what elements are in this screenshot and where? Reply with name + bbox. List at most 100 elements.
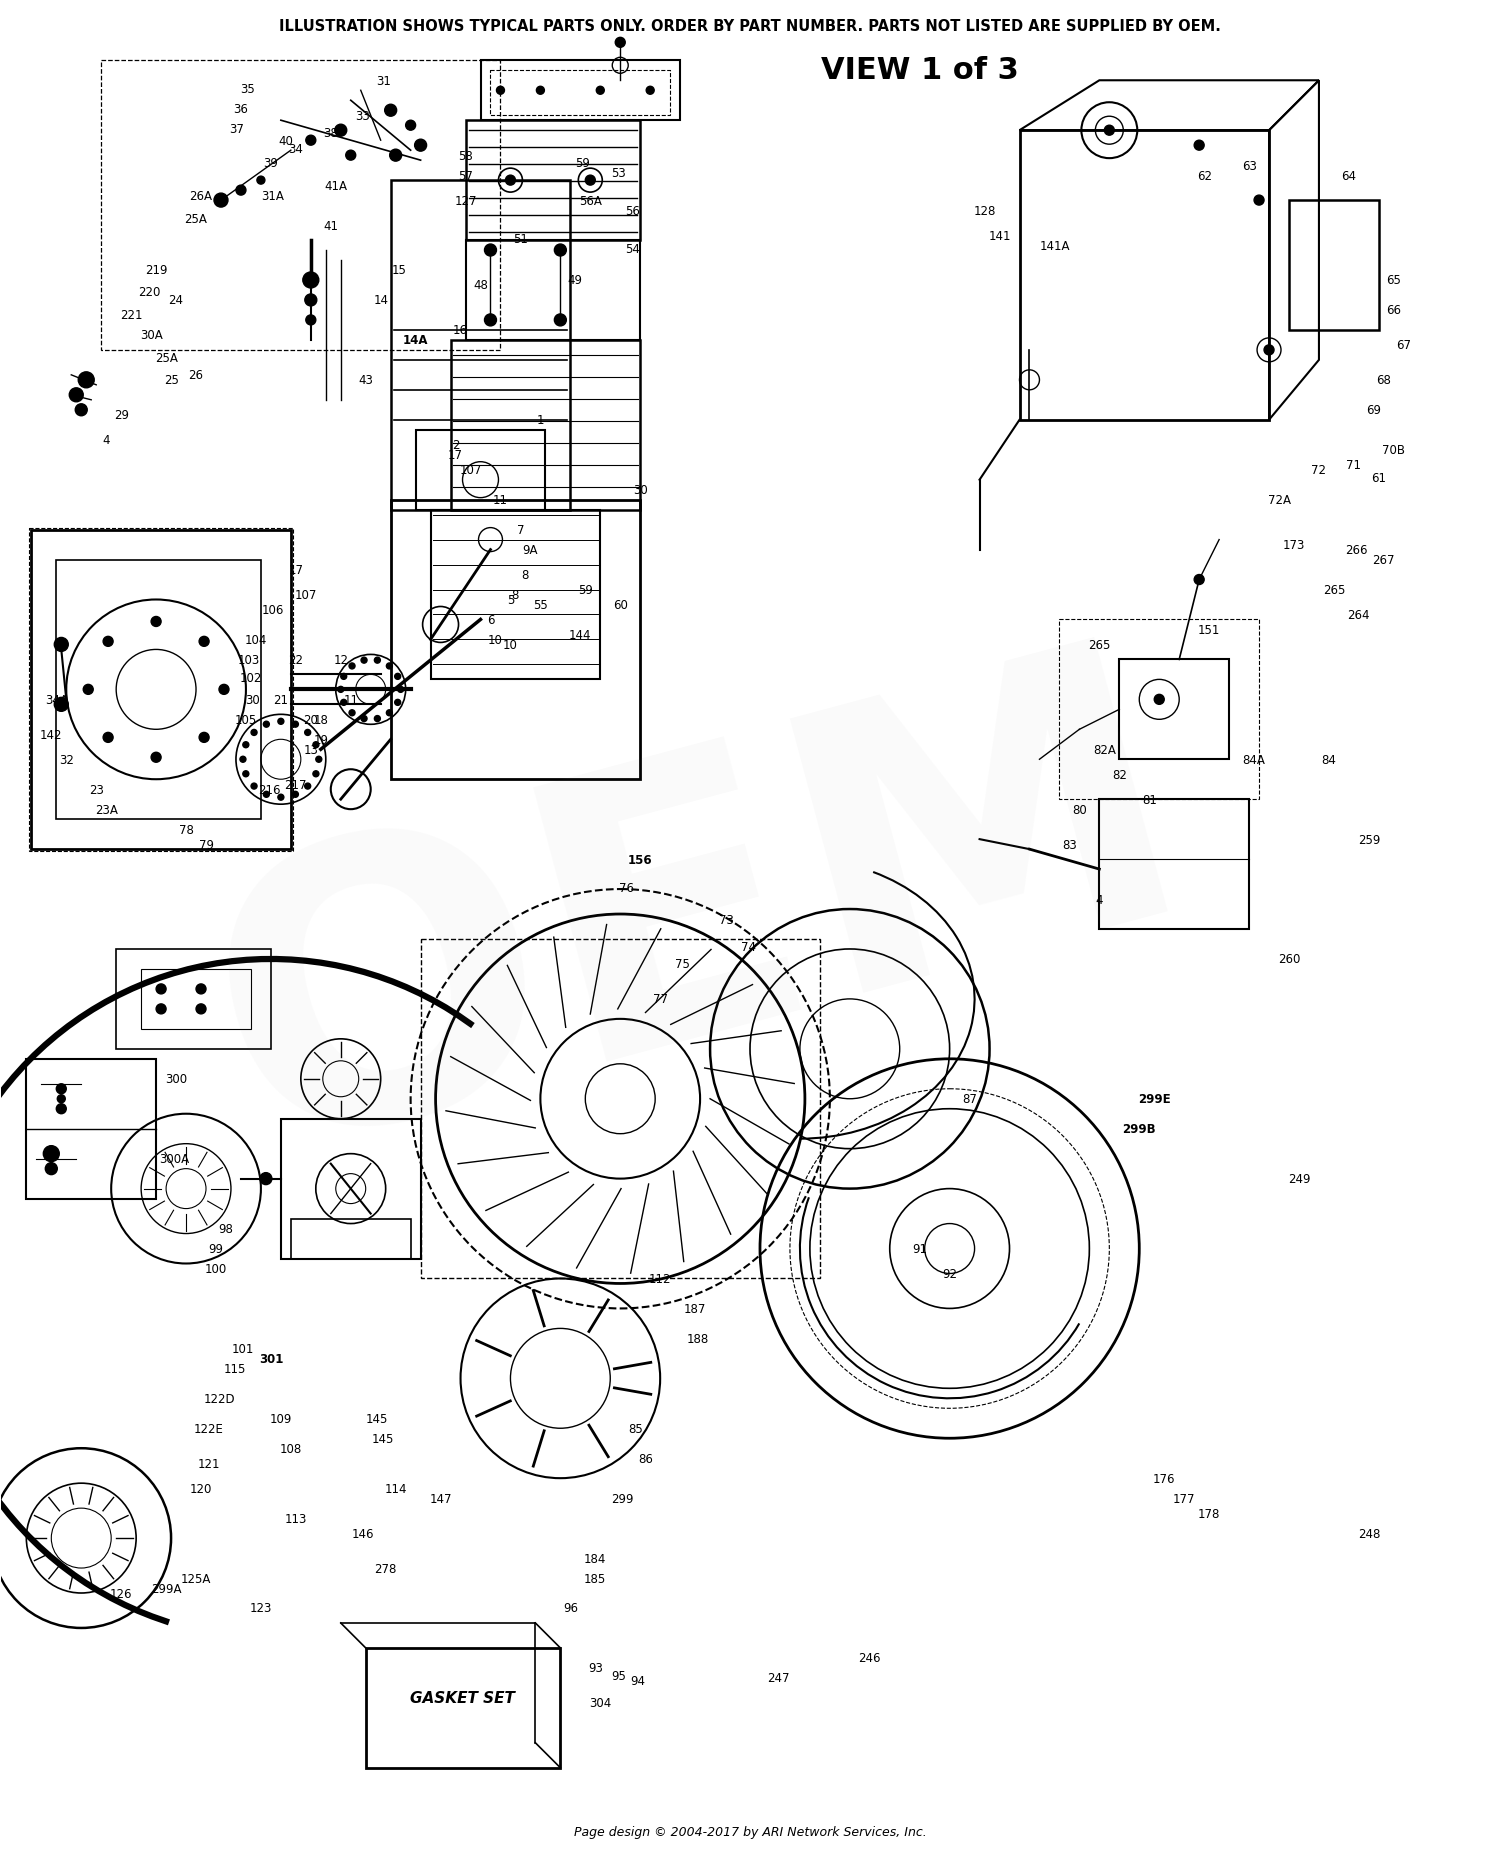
Circle shape xyxy=(156,1005,166,1014)
Text: 176: 176 xyxy=(1154,1473,1176,1486)
Text: 98: 98 xyxy=(219,1222,234,1235)
Circle shape xyxy=(306,316,316,325)
Text: 84A: 84A xyxy=(1242,754,1266,767)
Text: 25A: 25A xyxy=(184,212,207,225)
Text: 51: 51 xyxy=(513,232,528,245)
Text: 127: 127 xyxy=(454,195,477,208)
Circle shape xyxy=(1254,197,1264,206)
Text: 146: 146 xyxy=(351,1526,374,1539)
Text: 34A: 34A xyxy=(45,693,68,706)
Circle shape xyxy=(303,273,320,290)
Circle shape xyxy=(405,121,416,132)
Circle shape xyxy=(264,791,270,799)
Text: 247: 247 xyxy=(766,1671,789,1684)
Text: 64: 64 xyxy=(1341,169,1356,182)
Text: 128: 128 xyxy=(974,204,996,217)
Text: 125A: 125A xyxy=(182,1571,212,1584)
Circle shape xyxy=(292,722,298,728)
Text: 85: 85 xyxy=(628,1422,642,1435)
Circle shape xyxy=(334,124,346,137)
Circle shape xyxy=(316,758,322,763)
Text: 248: 248 xyxy=(1358,1526,1380,1539)
Text: 187: 187 xyxy=(684,1302,706,1315)
Text: 17: 17 xyxy=(448,449,464,462)
Circle shape xyxy=(196,1005,206,1014)
Circle shape xyxy=(152,752,160,763)
Text: 2: 2 xyxy=(452,438,459,451)
Text: ILLUSTRATION SHOWS TYPICAL PARTS ONLY. ORDER BY PART NUMBER. PARTS NOT LISTED AR: ILLUSTRATION SHOWS TYPICAL PARTS ONLY. O… xyxy=(279,19,1221,33)
Text: 103: 103 xyxy=(238,654,260,667)
Circle shape xyxy=(78,373,94,388)
Circle shape xyxy=(156,984,166,993)
Text: 4: 4 xyxy=(102,435,110,448)
Text: 61: 61 xyxy=(1371,472,1386,485)
Text: 69: 69 xyxy=(1366,405,1382,418)
Text: 59: 59 xyxy=(578,583,592,596)
Circle shape xyxy=(54,698,69,711)
Text: 8: 8 xyxy=(512,589,519,602)
Text: 260: 260 xyxy=(1278,953,1300,966)
Text: 94: 94 xyxy=(630,1675,645,1688)
Text: 60: 60 xyxy=(614,598,627,611)
Text: 66: 66 xyxy=(1386,305,1401,318)
Circle shape xyxy=(57,1096,66,1103)
Circle shape xyxy=(537,87,544,95)
Text: 141: 141 xyxy=(988,230,1011,243)
Text: 14: 14 xyxy=(374,293,388,306)
Text: 78: 78 xyxy=(178,823,194,836)
Text: 54: 54 xyxy=(626,243,639,256)
Text: 72: 72 xyxy=(1311,464,1326,477)
Text: 147: 147 xyxy=(429,1491,451,1504)
Text: 221: 221 xyxy=(120,310,142,323)
Text: 115: 115 xyxy=(224,1361,246,1374)
Circle shape xyxy=(484,314,496,327)
Text: 304: 304 xyxy=(590,1697,612,1710)
Circle shape xyxy=(362,717,368,722)
Circle shape xyxy=(350,663,355,670)
Text: 30: 30 xyxy=(633,485,648,498)
Circle shape xyxy=(57,1105,66,1114)
Text: 265: 265 xyxy=(1323,583,1346,596)
Text: 108: 108 xyxy=(279,1441,302,1454)
Circle shape xyxy=(585,176,596,186)
Circle shape xyxy=(646,87,654,95)
Circle shape xyxy=(104,734,112,743)
Text: 31A: 31A xyxy=(261,189,285,202)
Text: 24: 24 xyxy=(168,293,183,306)
Text: 126: 126 xyxy=(110,1586,132,1599)
Text: 107: 107 xyxy=(459,464,482,477)
Text: 100: 100 xyxy=(206,1263,226,1276)
Text: 151: 151 xyxy=(1198,624,1221,637)
Circle shape xyxy=(484,245,496,256)
Text: OEM: OEM xyxy=(177,611,1224,1229)
Text: 73: 73 xyxy=(718,914,734,927)
Text: 177: 177 xyxy=(1173,1491,1196,1504)
Text: 30: 30 xyxy=(246,693,261,706)
Text: 55: 55 xyxy=(532,598,548,611)
Text: 79: 79 xyxy=(198,838,213,851)
Text: 74: 74 xyxy=(741,941,756,954)
Text: 184: 184 xyxy=(584,1552,606,1565)
Text: 49: 49 xyxy=(568,275,584,288)
Text: 265: 265 xyxy=(1088,639,1110,652)
Text: 82A: 82A xyxy=(1094,743,1116,756)
Text: 75: 75 xyxy=(675,958,690,971)
Text: 81: 81 xyxy=(1142,793,1156,806)
Text: VIEW 1 of 3: VIEW 1 of 3 xyxy=(821,56,1019,85)
Text: 53: 53 xyxy=(610,167,626,180)
Text: 19: 19 xyxy=(314,734,328,747)
Text: 145: 145 xyxy=(366,1411,388,1424)
Text: 92: 92 xyxy=(942,1266,957,1279)
Text: 123: 123 xyxy=(249,1601,272,1614)
Text: 95: 95 xyxy=(610,1669,626,1682)
Text: 112: 112 xyxy=(650,1272,672,1285)
Text: 21: 21 xyxy=(273,693,288,706)
Text: 105: 105 xyxy=(236,713,256,726)
Text: 17: 17 xyxy=(288,565,303,578)
Text: 34: 34 xyxy=(288,143,303,156)
Text: 267: 267 xyxy=(1372,553,1395,566)
Text: 18: 18 xyxy=(314,713,328,726)
Circle shape xyxy=(152,617,160,628)
Text: 41: 41 xyxy=(324,219,339,232)
Text: 26: 26 xyxy=(189,370,204,383)
